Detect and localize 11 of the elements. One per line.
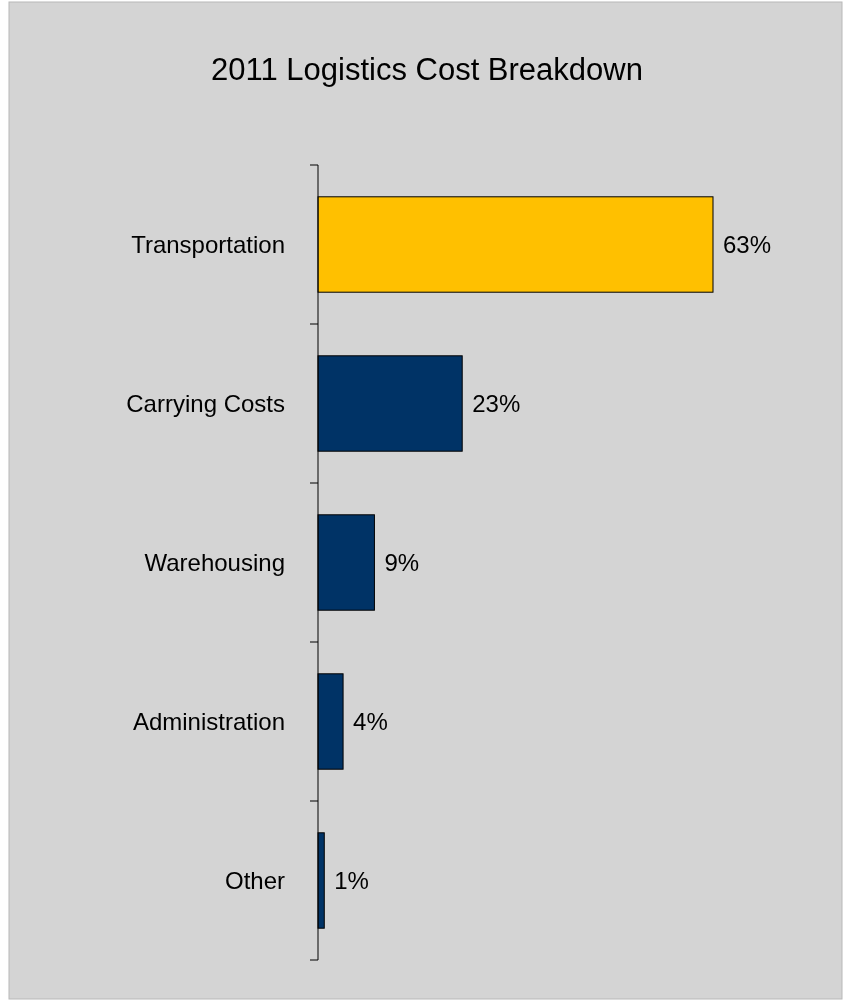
y-tick-label: Other [224,866,285,894]
y-tick-label: Warehousing [144,548,285,576]
data-label: 63% [723,230,772,258]
y-tick-label: Carrying Costs [126,389,285,417]
data-label: 4% [353,707,388,735]
y-tick-label: Transportation [131,230,285,258]
y-tick-label: Administration [132,707,285,735]
data-label: 23% [472,389,521,417]
chart-title: 2011 Logistics Cost Breakdown [211,52,643,87]
data-label: 9% [384,548,420,576]
data-label: 1% [334,866,369,894]
